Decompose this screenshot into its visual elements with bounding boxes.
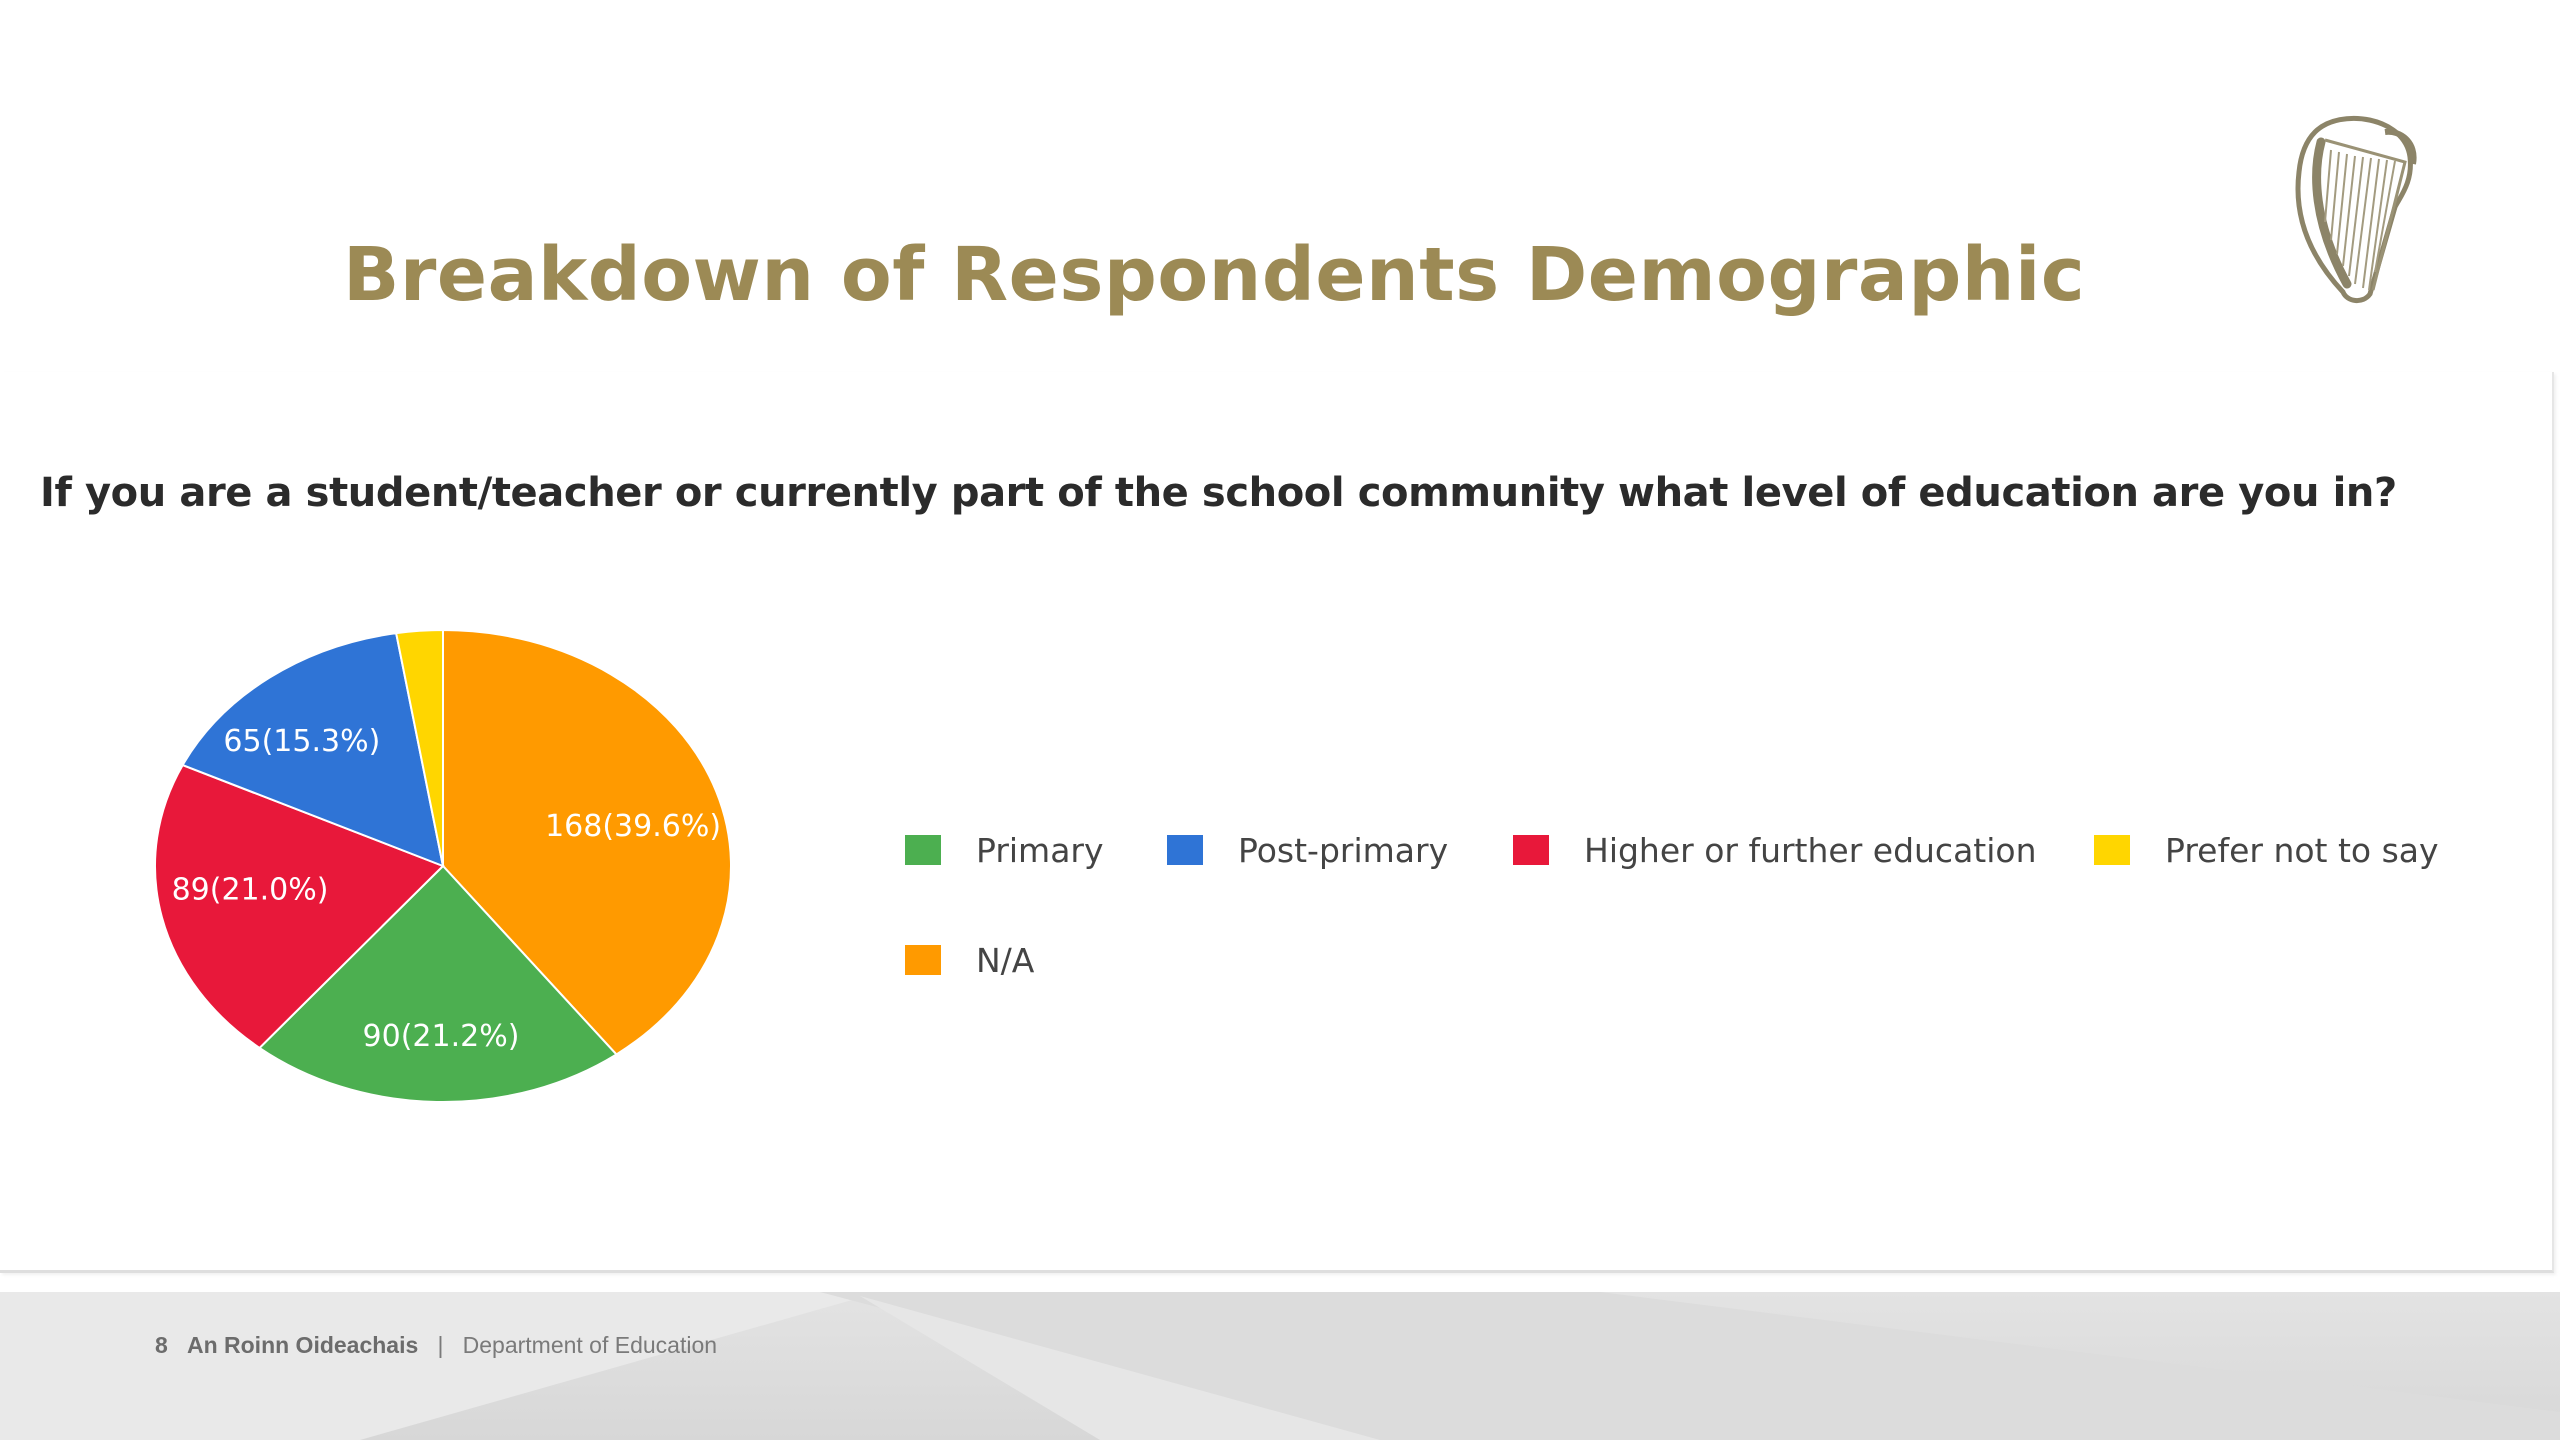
legend-item-primary: Primary: [905, 831, 1104, 870]
legend-item-post-primary: Post-primary: [1167, 831, 1448, 870]
pie-slice-na: [442, 628, 733, 1056]
question-text: If you are a student/teacher or currentl…: [40, 470, 2397, 516]
slice-label-primary: 90(21.2%): [363, 1019, 520, 1054]
legend-item-higher-education: Higher or further education: [1513, 831, 2037, 870]
legend-swatch-post-primary: [1167, 835, 1203, 865]
footer-separator: |: [437, 1332, 444, 1358]
pie-slice-higher-education: [153, 763, 445, 1050]
legend-swatch-na: [905, 945, 941, 975]
org-name-english: Department of Education: [462, 1332, 718, 1358]
legend-swatch-primary: [905, 835, 941, 865]
legend-label-higher-education: Higher or further education: [1584, 831, 2037, 870]
page-number: 8: [155, 1332, 168, 1358]
footer-band: [0, 1292, 2560, 1440]
legend-label-prefer-not-to-say: Prefer not to say: [2165, 831, 2439, 870]
legend-label-post-primary: Post-primary: [1238, 831, 1448, 870]
irish-harp-icon: [2295, 115, 2417, 303]
org-name-irish: An Roinn Oideachais: [186, 1332, 419, 1358]
pie-slice-primary: [257, 864, 618, 1103]
slice-label-post-primary: 65(15.3%): [223, 724, 380, 759]
slide-title: Breakdown of Respondents Demographic: [343, 232, 2086, 318]
legend-swatch-prefer-not-to-say: [2094, 835, 2130, 865]
slice-label-na: 168(39.6%): [545, 809, 721, 844]
pie-slice-prefer-not-to-say: [394, 628, 444, 867]
legend-swatch-higher-education: [1513, 835, 1549, 865]
legend-label-primary: Primary: [976, 831, 1104, 870]
legend-item-prefer-not-to-say: Prefer not to say: [2094, 831, 2439, 870]
pie-chart: 168(39.6%) 90(21.2%) 89(21.0%) 65(15.3%) Pri…: [153, 628, 2439, 1103]
legend-label-na: N/A: [976, 941, 1035, 980]
footer: 8 An Roinn Oideachais | Department of Ed…: [155, 1332, 717, 1359]
legend-item-na: N/A: [905, 941, 1035, 980]
slice-label-higher-education: 89(21.0%): [172, 873, 329, 908]
pie-slice-post-primary: [181, 632, 445, 868]
